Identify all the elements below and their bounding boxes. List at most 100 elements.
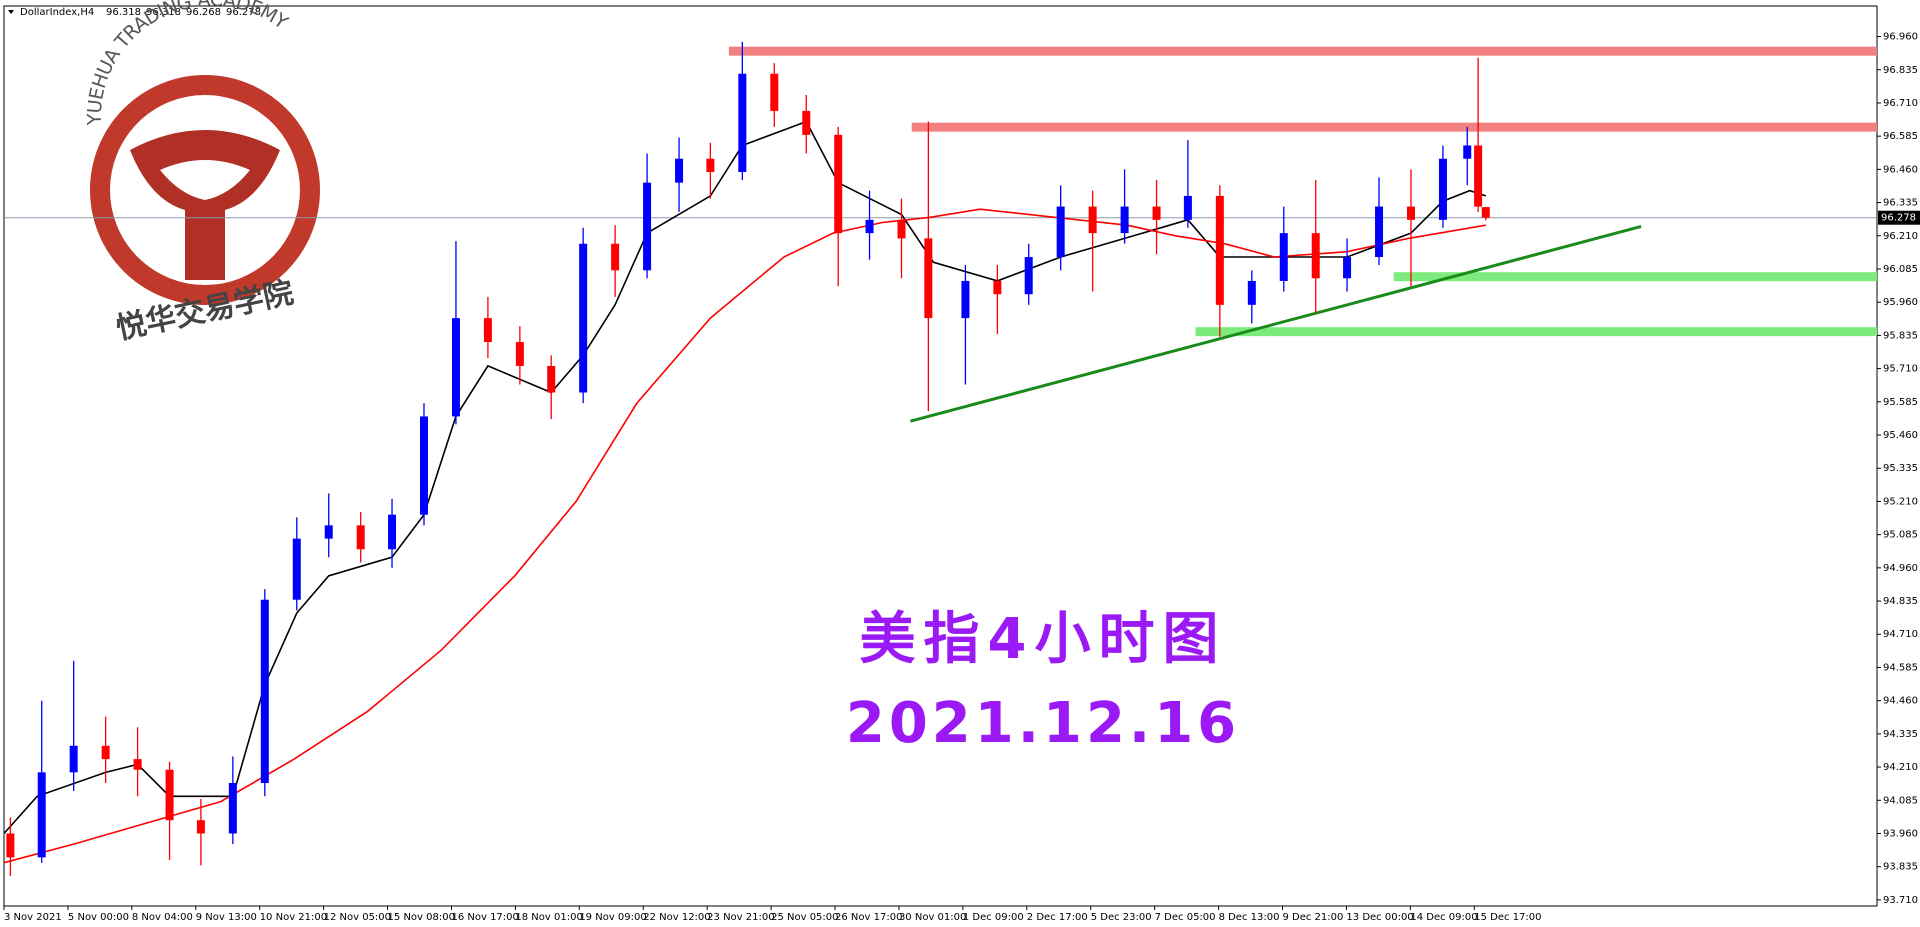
x-tick-label: 7 Dec 05:00 [1155, 912, 1216, 923]
x-tick-label: 14 Dec 09:00 [1410, 912, 1477, 923]
candle-body [1279, 233, 1288, 281]
watermark: YUEHUA TRADING ACADEMY 悦华交易学院 [83, 0, 320, 347]
candle-body [1406, 206, 1415, 220]
y-tick-label: 95.085 [1883, 530, 1918, 541]
logo-inner [160, 160, 250, 200]
candle-body [993, 280, 1002, 295]
y-tick-label: 95.585 [1883, 397, 1918, 408]
level-band [728, 46, 1878, 56]
logo-ring [90, 75, 320, 305]
y-tick-label: 94.585 [1883, 662, 1918, 673]
y-tick-label: 95.460 [1883, 430, 1918, 441]
candle-body [1120, 206, 1129, 234]
logo-mark [130, 130, 280, 280]
candle-body [228, 783, 237, 834]
candle-body [834, 134, 843, 234]
x-tick-label: 18 Nov 01:00 [515, 912, 582, 923]
y-tick-label: 96.835 [1883, 65, 1918, 76]
candle-body [69, 745, 78, 773]
y-tick-label: 95.835 [1883, 330, 1918, 341]
candle-body [260, 599, 269, 784]
y-tick-label: 94.460 [1883, 696, 1918, 707]
x-tick-label: 15 Dec 17:00 [1474, 912, 1541, 923]
candle-body [579, 243, 588, 393]
y-tick-label: 93.835 [1883, 862, 1918, 873]
candle-body [356, 525, 365, 550]
candle-body [738, 73, 747, 173]
current-price-label: 96.278 [1881, 213, 1916, 224]
candle-body [1375, 206, 1384, 258]
x-tick-label: 2 Dec 17:00 [1027, 912, 1088, 923]
x-tick-label: 1 Dec 09:00 [963, 912, 1024, 923]
level-band [1195, 327, 1877, 337]
x-tick-label: 12 Nov 05:00 [324, 912, 391, 923]
y-tick-label: 94.085 [1883, 795, 1918, 806]
candle-body [865, 219, 874, 234]
y-tick-label: 94.710 [1883, 629, 1918, 640]
candle-body [1311, 233, 1320, 279]
y-tick-label: 93.710 [1883, 895, 1918, 906]
candle-body [196, 820, 205, 834]
y-tick-label: 96.585 [1883, 131, 1918, 142]
header: DollarIndex,H4 96.318 96.318 96.268 96.2… [8, 7, 261, 18]
x-tick-label: 23 Nov 21:00 [707, 912, 774, 923]
y-tick-label: 95.710 [1883, 364, 1918, 375]
x-tick-label: 8 Nov 04:00 [132, 912, 193, 923]
y-tick-label: 95.335 [1883, 463, 1918, 474]
candle-body [643, 182, 652, 271]
symbol: DollarIndex,H4 [20, 7, 94, 18]
x-tick-label: 8 Dec 13:00 [1219, 912, 1280, 923]
x-tick-label: 15 Nov 08:00 [388, 912, 455, 923]
high-value: 96.318 [146, 7, 181, 18]
candle-body [388, 514, 397, 550]
candle-body [924, 238, 933, 319]
candle-body [292, 538, 301, 600]
low-value: 96.268 [186, 7, 221, 18]
candle-body [1056, 206, 1065, 258]
y-tick-label: 94.835 [1883, 596, 1918, 607]
candle-body [1215, 195, 1224, 305]
candle-body [6, 833, 15, 858]
x-tick-label: 9 Dec 21:00 [1282, 912, 1343, 923]
x-tick-label: 26 Nov 17:00 [835, 912, 902, 923]
y-tick-label: 94.335 [1883, 729, 1918, 740]
x-tick-label: 19 Nov 09:00 [579, 912, 646, 923]
candle-body [706, 158, 715, 173]
candle-body [1088, 206, 1097, 234]
candle-body [547, 365, 556, 393]
y-tick-label: 94.960 [1883, 563, 1918, 574]
candle-body [802, 110, 811, 135]
annotation: 美指4小时图 [860, 607, 1227, 672]
x-tick-label: 10 Nov 21:00 [260, 912, 327, 923]
y-tick-label: 96.335 [1883, 198, 1918, 209]
candle-body [1463, 145, 1472, 159]
candle-body [1152, 206, 1161, 220]
candle-body [133, 759, 142, 770]
candle-body [1183, 195, 1192, 220]
current-price-box [1878, 210, 1920, 225]
x-tick-label: 5 Dec 23:00 [1091, 912, 1152, 923]
candle-body [515, 342, 524, 366]
level-band [911, 122, 1877, 132]
moving-average [3, 208, 1486, 864]
candle-body [1474, 145, 1483, 207]
y-tick-label: 96.960 [1883, 32, 1918, 43]
y-tick-label: 96.710 [1883, 98, 1918, 109]
menu-arrow [8, 10, 14, 14]
close-value: 96.278 [226, 7, 261, 18]
annotation: 2021.12.16 [846, 691, 1240, 756]
candle-body [419, 416, 428, 515]
candle-body [961, 280, 970, 319]
candle-body [483, 318, 492, 343]
x-tick-label: 13 Dec 00:00 [1346, 912, 1413, 923]
moving-average [3, 120, 1487, 835]
candle-body [1438, 158, 1447, 220]
candle-body [37, 772, 46, 858]
plot-frame [3, 5, 1878, 907]
x-tick-label: 9 Nov 13:00 [196, 912, 257, 923]
candle-body [897, 219, 906, 239]
candle-body [1247, 280, 1256, 305]
x-tick-label: 16 Nov 17:00 [451, 912, 518, 923]
